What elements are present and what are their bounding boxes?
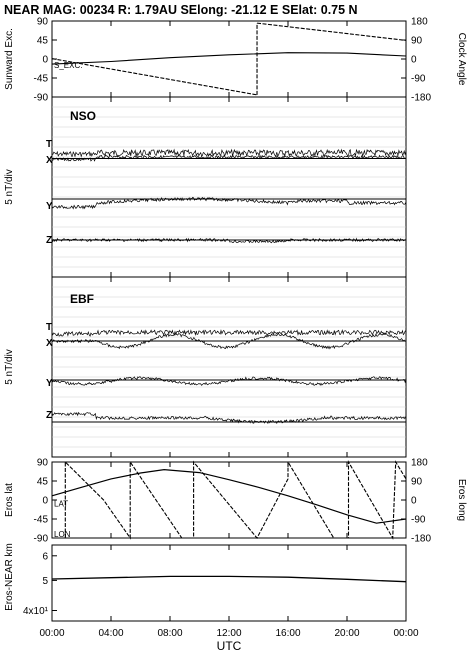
eros-lat-ytick-2: 0 [42, 496, 48, 507]
eros-long-line [64, 459, 407, 540]
eros-long-ytick-4: -180 [411, 534, 431, 545]
nso-x-trace [51, 154, 407, 162]
nso-series-label-t: T [46, 139, 52, 150]
ebf-series-label-y: Y [46, 378, 53, 389]
eros-lat-ytick-1: 45 [37, 477, 49, 488]
x-tick-label-3: 12:00 [216, 628, 241, 639]
eros-near-ytick-2: 4x10¹ [23, 606, 49, 617]
x-tick-label-6: 00:00 [393, 628, 418, 639]
ebf-x-trace [51, 333, 407, 350]
nso-z-trace [51, 237, 407, 244]
nso-ylabel: 5 nT/div [4, 169, 15, 205]
sunward-exc-label: Sunward Exc. [4, 28, 15, 90]
clock-ytick-1: 90 [411, 36, 423, 47]
sunward-ytick-3: -45 [34, 74, 49, 85]
ebf-y-trace [51, 376, 407, 386]
eros-near-ytick-1: 5 [42, 576, 48, 587]
nso-series-label-z: Z [46, 235, 52, 246]
eros-long-label: Eros long [456, 479, 467, 521]
eros-lat-annotation: LAT [54, 499, 68, 508]
ebf-series-label-x: X [46, 338, 53, 349]
clock-angle-line-b [256, 22, 407, 41]
clock-ytick-2: 0 [411, 55, 417, 66]
eros-near-km-line [51, 575, 407, 583]
eros-lat-line [51, 468, 407, 524]
panel-sunward-frame [51, 20, 407, 98]
eros-lat-ytick-3: -45 [34, 515, 49, 526]
sunward-ytick-1: 45 [37, 36, 49, 47]
ebf-z-trace [51, 411, 407, 425]
eros-long-ytick-2: 0 [411, 496, 417, 507]
ebf-ylabel: 5 nT/div [4, 349, 15, 385]
eros-near-km-label: Eros-NEAR km [4, 543, 15, 611]
nso-t-trace [51, 148, 407, 158]
page-title: NEAR MAG: 00234 R: 1.79AU SElong: -21.12… [4, 3, 358, 17]
x-tick-label-2: 08:00 [157, 628, 182, 639]
nso-panel-tag: NSO [70, 109, 96, 123]
eros-long-ytick-0: 180 [411, 458, 428, 469]
panel-eros-near-frame [51, 544, 407, 622]
x-tick-label-5: 20:00 [334, 628, 359, 639]
clock-angle-line-a [51, 58, 258, 96]
x-tick-label-1: 04:00 [98, 628, 123, 639]
eros-lat-ytick-4: -90 [34, 534, 49, 545]
panel-eros-lat-frame [51, 461, 407, 539]
clock-ytick-3: -90 [411, 74, 426, 85]
clock-ytick-4: -180 [411, 93, 431, 104]
x-axis-title: UTC [217, 639, 242, 653]
eros-long-ytick-3: -90 [411, 515, 426, 526]
sunward-ytick-2: 0 [42, 55, 48, 66]
eros-lon-annotation: LON [54, 530, 71, 539]
sunward-annotation: S_EXC. [54, 61, 82, 70]
nso-y-trace [51, 196, 407, 210]
clock-angle-label: Clock Angle [456, 33, 467, 86]
x-tick-label-0: 00:00 [39, 628, 64, 639]
nso-series-label-x: X [46, 155, 53, 166]
ebf-series-label-z: Z [46, 410, 52, 421]
eros-long-ytick-1: 90 [411, 477, 423, 488]
ebf-panel-tag: EBF [70, 292, 94, 306]
x-tick-label-4: 16:00 [275, 628, 300, 639]
clock-ytick-0: 180 [411, 17, 428, 28]
ebf-t-trace [51, 329, 407, 337]
eros-lat-label: Eros lat [4, 483, 15, 517]
eros-near-ytick-0: 6 [42, 551, 48, 562]
nso-series-label-y: Y [46, 201, 53, 212]
eros-lat-ytick-0: 90 [37, 458, 49, 469]
sunward-ytick-0: 90 [37, 17, 49, 28]
sunward-ytick-4: -90 [34, 93, 49, 104]
sunward-exc-line [51, 52, 407, 65]
ebf-series-label-t: T [46, 322, 52, 333]
